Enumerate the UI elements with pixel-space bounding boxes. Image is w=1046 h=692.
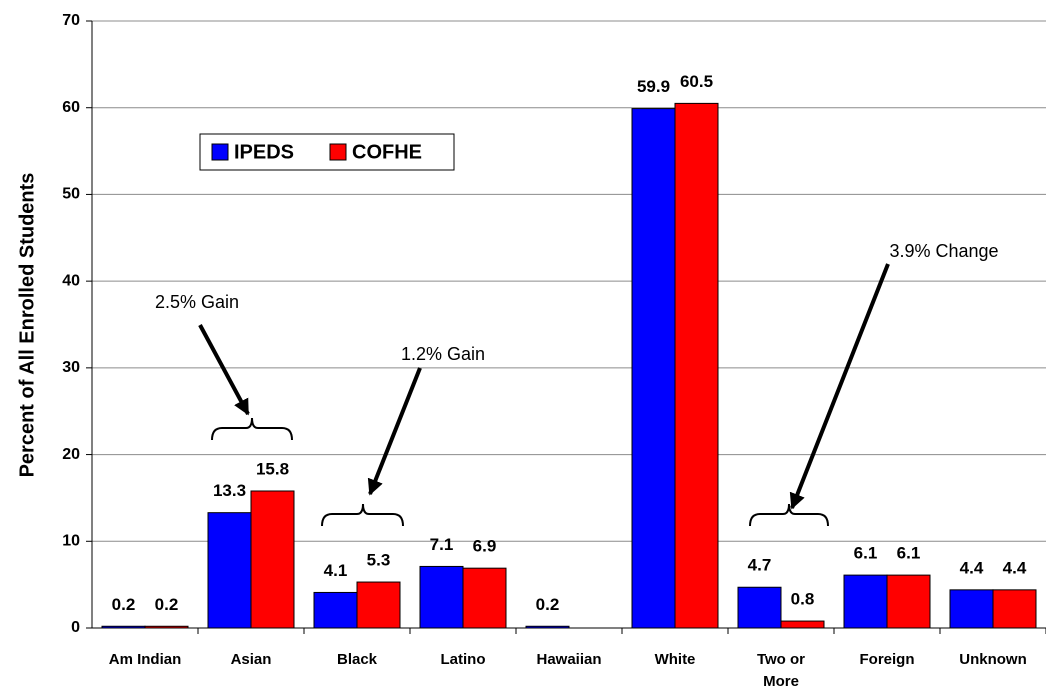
data-label: 0.2 — [112, 595, 136, 614]
annotation: 3.9% Change — [889, 241, 998, 261]
y-tick-label: 0 — [71, 619, 80, 636]
x-tick-label: Hawaiian — [536, 651, 601, 668]
bar — [737, 586, 782, 629]
bar — [356, 581, 401, 629]
bar — [886, 574, 931, 629]
x-tick-label: White — [655, 651, 696, 668]
bar — [250, 490, 295, 629]
data-label: 7.1 — [430, 535, 454, 554]
y-tick-label: 20 — [62, 446, 80, 463]
annotation: 1.2% Gain — [401, 344, 485, 364]
bar — [631, 108, 676, 629]
bar — [419, 565, 464, 629]
data-label: 5.3 — [367, 551, 391, 570]
x-tick-label: Latino — [441, 651, 486, 668]
annotation: 2.5% Gain — [155, 292, 239, 312]
x-tick-label: Black — [337, 651, 378, 668]
x-tick-label: Two or More — [757, 651, 805, 690]
bar — [992, 589, 1037, 629]
brace — [749, 503, 829, 527]
y-tick-label: 50 — [62, 186, 80, 203]
bar — [462, 567, 507, 629]
bar — [949, 589, 994, 629]
legend-swatch — [211, 143, 229, 161]
bar — [207, 512, 252, 629]
x-tick-label: Foreign — [860, 651, 915, 668]
y-axis-label: Percent of All Enrolled Students — [16, 173, 38, 478]
legend-label: IPEDS — [234, 141, 294, 163]
data-label: 6.9 — [473, 537, 497, 556]
legend-swatch — [329, 143, 347, 161]
y-tick-label: 40 — [62, 272, 80, 289]
arrow — [367, 367, 422, 496]
bar — [780, 620, 825, 629]
legend-box — [199, 133, 455, 171]
data-label: 60.5 — [680, 72, 713, 91]
x-tick-label: Am Indian — [109, 651, 182, 668]
y-tick-label: 70 — [62, 12, 80, 29]
legend-label: COFHE — [352, 141, 422, 163]
x-tick-label: Asian — [231, 651, 272, 668]
bar — [843, 574, 888, 629]
arrow — [198, 324, 250, 416]
data-label: 59.9 — [637, 77, 670, 96]
bar — [674, 102, 719, 629]
data-label: 4.1 — [324, 561, 348, 580]
brace — [321, 503, 404, 527]
y-tick-label: 30 — [62, 359, 80, 376]
brace — [211, 417, 293, 441]
y-tick-label: 10 — [62, 533, 80, 550]
data-label: 15.8 — [256, 459, 289, 478]
data-label: 4.7 — [748, 556, 772, 575]
data-label: 6.1 — [897, 544, 921, 563]
data-label: 4.4 — [960, 558, 984, 577]
arrow — [789, 263, 890, 510]
data-label: 13.3 — [213, 481, 246, 500]
data-label: 6.1 — [854, 544, 878, 563]
data-label: 4.4 — [1003, 558, 1027, 577]
bar — [313, 591, 358, 629]
legend: IPEDS COFHE — [199, 133, 455, 171]
data-label: 0.2 — [155, 595, 179, 614]
data-label: 0.8 — [791, 590, 815, 609]
x-tick-label: Unknown — [959, 651, 1027, 668]
data-label: 0.2 — [536, 595, 560, 614]
y-tick-label: 60 — [62, 99, 80, 116]
